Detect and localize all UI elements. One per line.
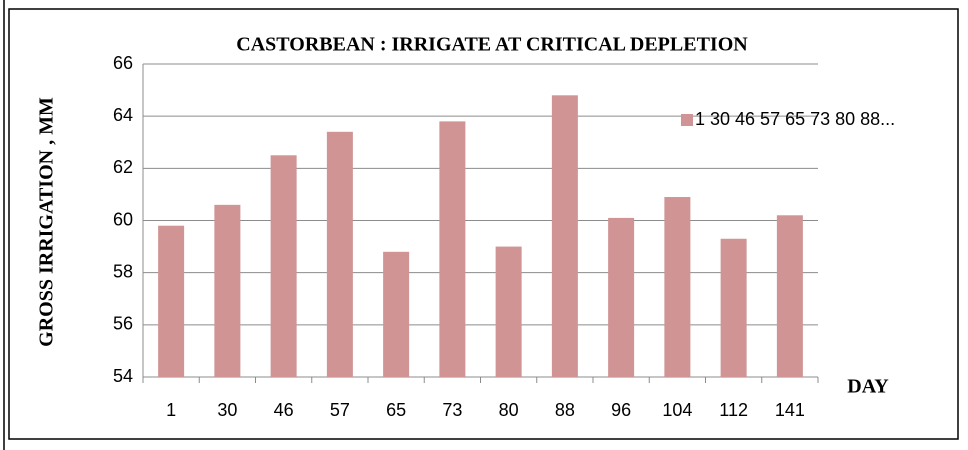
y-axis-label: GROSS IRRIGATION , MM	[36, 97, 58, 347]
chart-title: CASTORBEAN : IRRIGATE AT CRITICAL DEPLET…	[236, 34, 748, 56]
bar	[326, 131, 353, 377]
bar	[608, 217, 635, 377]
x-tick-label: 46	[274, 400, 294, 420]
x-tick-label: 80	[499, 400, 519, 420]
legend-label: 1 30 46 57 65 73 80 88...	[695, 109, 895, 129]
y-tick-label: 56	[113, 314, 133, 334]
bar	[720, 238, 747, 377]
y-tick-label: 54	[113, 366, 133, 386]
x-tick-label: 88	[555, 400, 575, 420]
bar	[439, 121, 466, 377]
y-tick-label: 60	[113, 209, 133, 229]
x-axis-label: DAY	[847, 376, 889, 398]
bar	[551, 95, 578, 378]
x-tick-label: 57	[330, 400, 350, 420]
x-tick-label: 141	[775, 400, 805, 420]
bar	[664, 197, 691, 377]
x-tick-label: 30	[217, 400, 237, 420]
bar	[158, 225, 185, 377]
bar	[270, 155, 297, 377]
legend-swatch	[681, 114, 693, 126]
x-tick-label: 104	[662, 400, 692, 420]
bar	[776, 215, 803, 377]
y-tick-label: 66	[113, 53, 133, 73]
x-tick-label: 112	[719, 400, 748, 420]
y-tick-label: 64	[113, 105, 133, 125]
x-tick-label: 73	[442, 400, 462, 420]
y-tick-label: 58	[113, 261, 133, 281]
bar	[383, 251, 410, 377]
x-tick-label: 65	[386, 400, 406, 420]
bar	[495, 246, 522, 377]
bar	[214, 204, 241, 377]
y-tick-label: 62	[113, 157, 133, 177]
frame	[8, 8, 959, 440]
x-tick-label: 1	[166, 400, 176, 420]
x-tick-label: 96	[611, 400, 631, 420]
